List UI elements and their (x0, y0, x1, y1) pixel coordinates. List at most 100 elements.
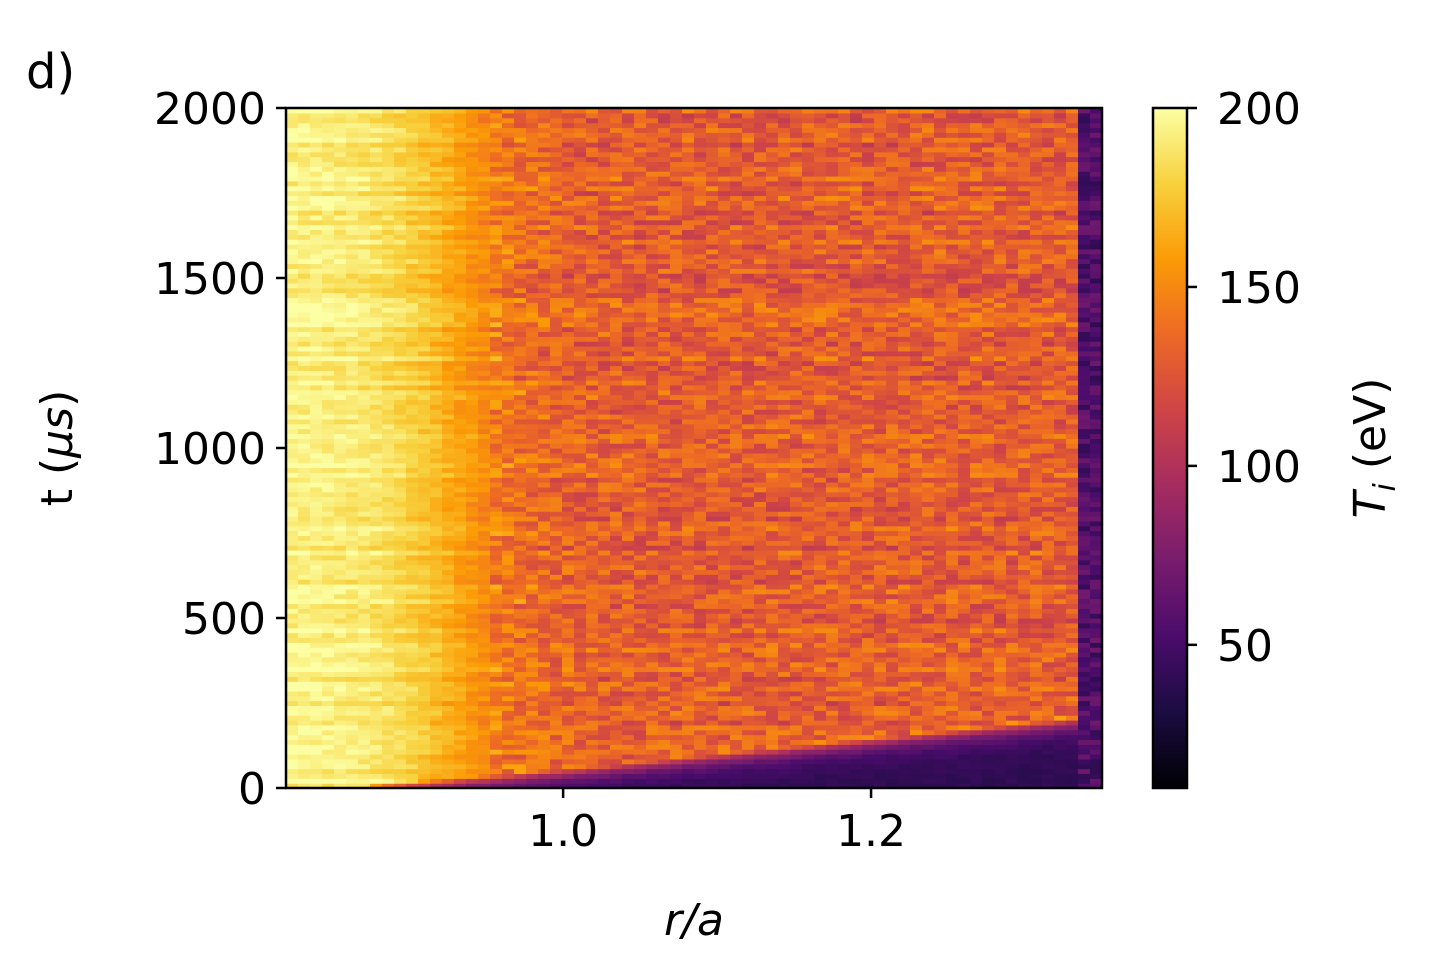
heatmap-cell (1066, 666, 1079, 673)
heatmap-cell (922, 433, 935, 439)
heatmap-cell (826, 579, 839, 585)
heatmap-cell (994, 462, 1007, 469)
heatmap-cell (730, 598, 743, 605)
heatmap-cell (598, 520, 611, 527)
heatmap-cell (466, 569, 479, 575)
heatmap-cell (694, 710, 707, 716)
heatmap-cell (1066, 433, 1079, 439)
heatmap-cell (634, 627, 647, 634)
heatmap-cell (370, 584, 383, 590)
heatmap-cell (754, 754, 767, 760)
heatmap-cell (670, 778, 683, 784)
heatmap-cell (394, 729, 407, 736)
heatmap-cell (898, 496, 911, 503)
heatmap-cell (442, 588, 455, 595)
heatmap-cell (490, 559, 503, 566)
heatmap-cell (502, 758, 515, 765)
heatmap-cell (1066, 729, 1079, 736)
heatmap-cell (982, 715, 995, 721)
heatmap-cell (286, 501, 299, 507)
heatmap-cell (958, 520, 971, 527)
heatmap-cell (1006, 666, 1019, 673)
heatmap-cell (610, 559, 623, 566)
heatmap-cell (1030, 472, 1043, 478)
heatmap-cell (934, 758, 947, 765)
heatmap-cell (778, 627, 791, 634)
heatmap-cell (454, 686, 467, 692)
heatmap-cell (610, 715, 623, 721)
heatmap-cell (910, 588, 923, 595)
heatmap-cell (418, 690, 431, 697)
heatmap-cell (646, 569, 659, 575)
heatmap-cell (502, 428, 515, 435)
heatmap-cell (514, 613, 527, 619)
heatmap-cell (334, 778, 347, 784)
heatmap-cell (382, 724, 395, 731)
heatmap-cell (562, 700, 575, 707)
heatmap-cell (790, 671, 803, 677)
heatmap-cell (778, 603, 791, 609)
heatmap-cell (958, 452, 971, 459)
heatmap-cell (670, 564, 683, 571)
heatmap-cell (754, 496, 767, 503)
heatmap-cell (394, 627, 407, 634)
heatmap-cell (910, 671, 923, 677)
heatmap-cell (502, 579, 515, 585)
heatmap-cell (1078, 443, 1091, 449)
heatmap-cell (790, 584, 803, 590)
heatmap-cell (418, 734, 431, 741)
heatmap-cell (682, 666, 695, 673)
heatmap-cell (910, 661, 923, 668)
heatmap-cell (694, 632, 707, 639)
heatmap-cell (358, 540, 371, 546)
heatmap-cell (994, 550, 1007, 556)
heatmap-cell (574, 608, 587, 614)
heatmap-cell (1042, 724, 1055, 731)
heatmap-cell (466, 588, 479, 595)
heatmap-cell (934, 768, 947, 775)
heatmap-cell (358, 501, 371, 507)
heatmap-cell (574, 428, 587, 435)
heatmap-cell (466, 530, 479, 537)
heatmap-cell (514, 637, 527, 643)
heatmap-cell (1090, 627, 1103, 634)
heatmap-cell (514, 681, 527, 687)
heatmap-cell (670, 482, 683, 488)
heatmap-cell (418, 545, 431, 551)
heatmap-cell (682, 574, 695, 580)
heatmap-cell (298, 681, 311, 687)
heatmap-cell (886, 598, 899, 605)
heatmap-cell (478, 705, 491, 711)
heatmap-cell (298, 637, 311, 643)
heatmap-cell (550, 467, 563, 473)
heatmap-cell (478, 627, 491, 634)
heatmap-cell (982, 754, 995, 760)
heatmap-cell (826, 438, 839, 444)
heatmap-cell (406, 695, 419, 702)
heatmap-cell (310, 564, 323, 571)
heatmap-cell (766, 501, 779, 507)
heatmap-cell (418, 593, 431, 600)
heatmap-cell (358, 520, 371, 527)
heatmap-cell (430, 690, 443, 697)
heatmap-cell (370, 569, 383, 575)
heatmap-cell (286, 598, 299, 605)
heatmap-cell (898, 550, 911, 556)
heatmap-cell (1054, 520, 1067, 527)
heatmap-cell (1090, 554, 1103, 561)
heatmap-cell (646, 758, 659, 765)
heatmap-cell (1006, 525, 1019, 532)
heatmap-cell (886, 724, 899, 731)
heatmap-cell (406, 569, 419, 575)
heatmap-cell (634, 506, 647, 512)
heatmap-cell (418, 457, 431, 464)
heatmap-cell (514, 705, 527, 711)
heatmap-cell (442, 744, 455, 750)
heatmap-cell (490, 569, 503, 575)
heatmap-cell (310, 666, 323, 673)
heatmap-cell (814, 462, 827, 469)
heatmap-cell (706, 627, 719, 634)
heatmap-cell (946, 457, 959, 464)
heatmap-cell (550, 574, 563, 580)
heatmap-cell (730, 443, 743, 449)
